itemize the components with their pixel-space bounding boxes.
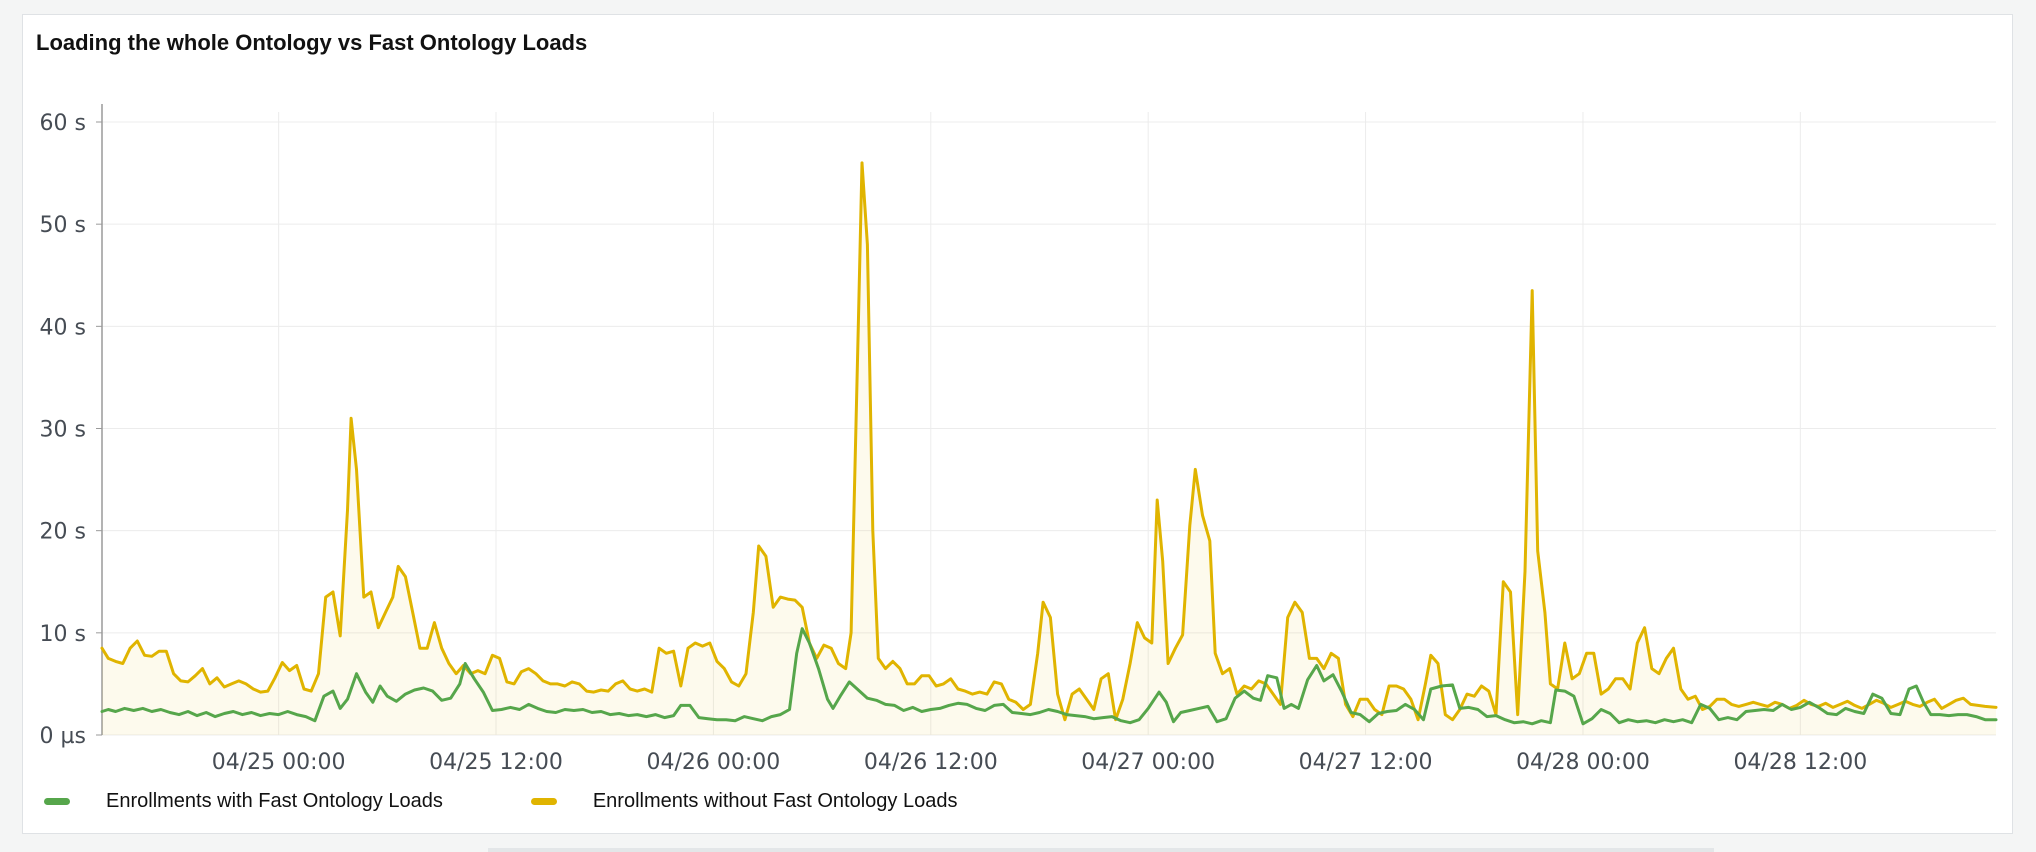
series-line-1[interactable]: [100, 161, 1998, 722]
y-tick-label: 20 s: [40, 520, 86, 545]
y-tick-label: 10 s: [40, 622, 86, 647]
y-tick-label: 0 µs: [40, 724, 86, 749]
x-tick-label: 04/27 12:00: [1299, 750, 1433, 775]
chart-axes: 0 µs 10 s 20 s 30 s 40 s 50 s 60 s 04/25 00:00 0…: [40, 104, 1867, 775]
x-tick-label: 04/26 00:00: [647, 750, 781, 775]
series-line-0[interactable]: [100, 627, 1998, 726]
x-tick-label: 04/28 12:00: [1733, 750, 1867, 775]
legend-swatch-green: [44, 798, 70, 805]
y-tick-label: 30 s: [40, 418, 86, 443]
bottom-scroll-indicator: [488, 848, 1714, 852]
y-tick-label: 60 s: [40, 111, 86, 136]
legend-swatch-yellow: [530, 798, 557, 805]
legend-label: Enrollments without Fast Ontology Loads: [592, 790, 958, 812]
legend-item-with-fast-loads[interactable]: Enrollments with Fast Ontology Loads: [44, 790, 443, 813]
chart-grid: [102, 112, 1996, 736]
x-tick-label: 04/26 12:00: [864, 750, 998, 775]
y-tick-label: 40 s: [40, 315, 86, 340]
x-tick-label: 04/25 12:00: [429, 750, 563, 775]
chart-series: [100, 161, 1998, 735]
x-tick-label: 04/27 00:00: [1081, 750, 1215, 775]
panel-title: Loading the whole Ontology vs Fast Ontol…: [36, 30, 588, 55]
series-area-1: [102, 162, 1996, 735]
legend: Enrollments with Fast Ontology Loads Enr…: [44, 790, 1045, 813]
chart-panel: [22, 14, 2013, 834]
legend-label: Enrollments with Fast Ontology Loads: [106, 790, 443, 812]
x-tick-label: 04/28 00:00: [1516, 750, 1650, 775]
x-tick-label: 04/25 00:00: [212, 750, 346, 775]
y-tick-label: 50 s: [40, 213, 86, 238]
legend-item-without-fast-loads[interactable]: Enrollments without Fast Ontology Loads: [530, 790, 958, 813]
